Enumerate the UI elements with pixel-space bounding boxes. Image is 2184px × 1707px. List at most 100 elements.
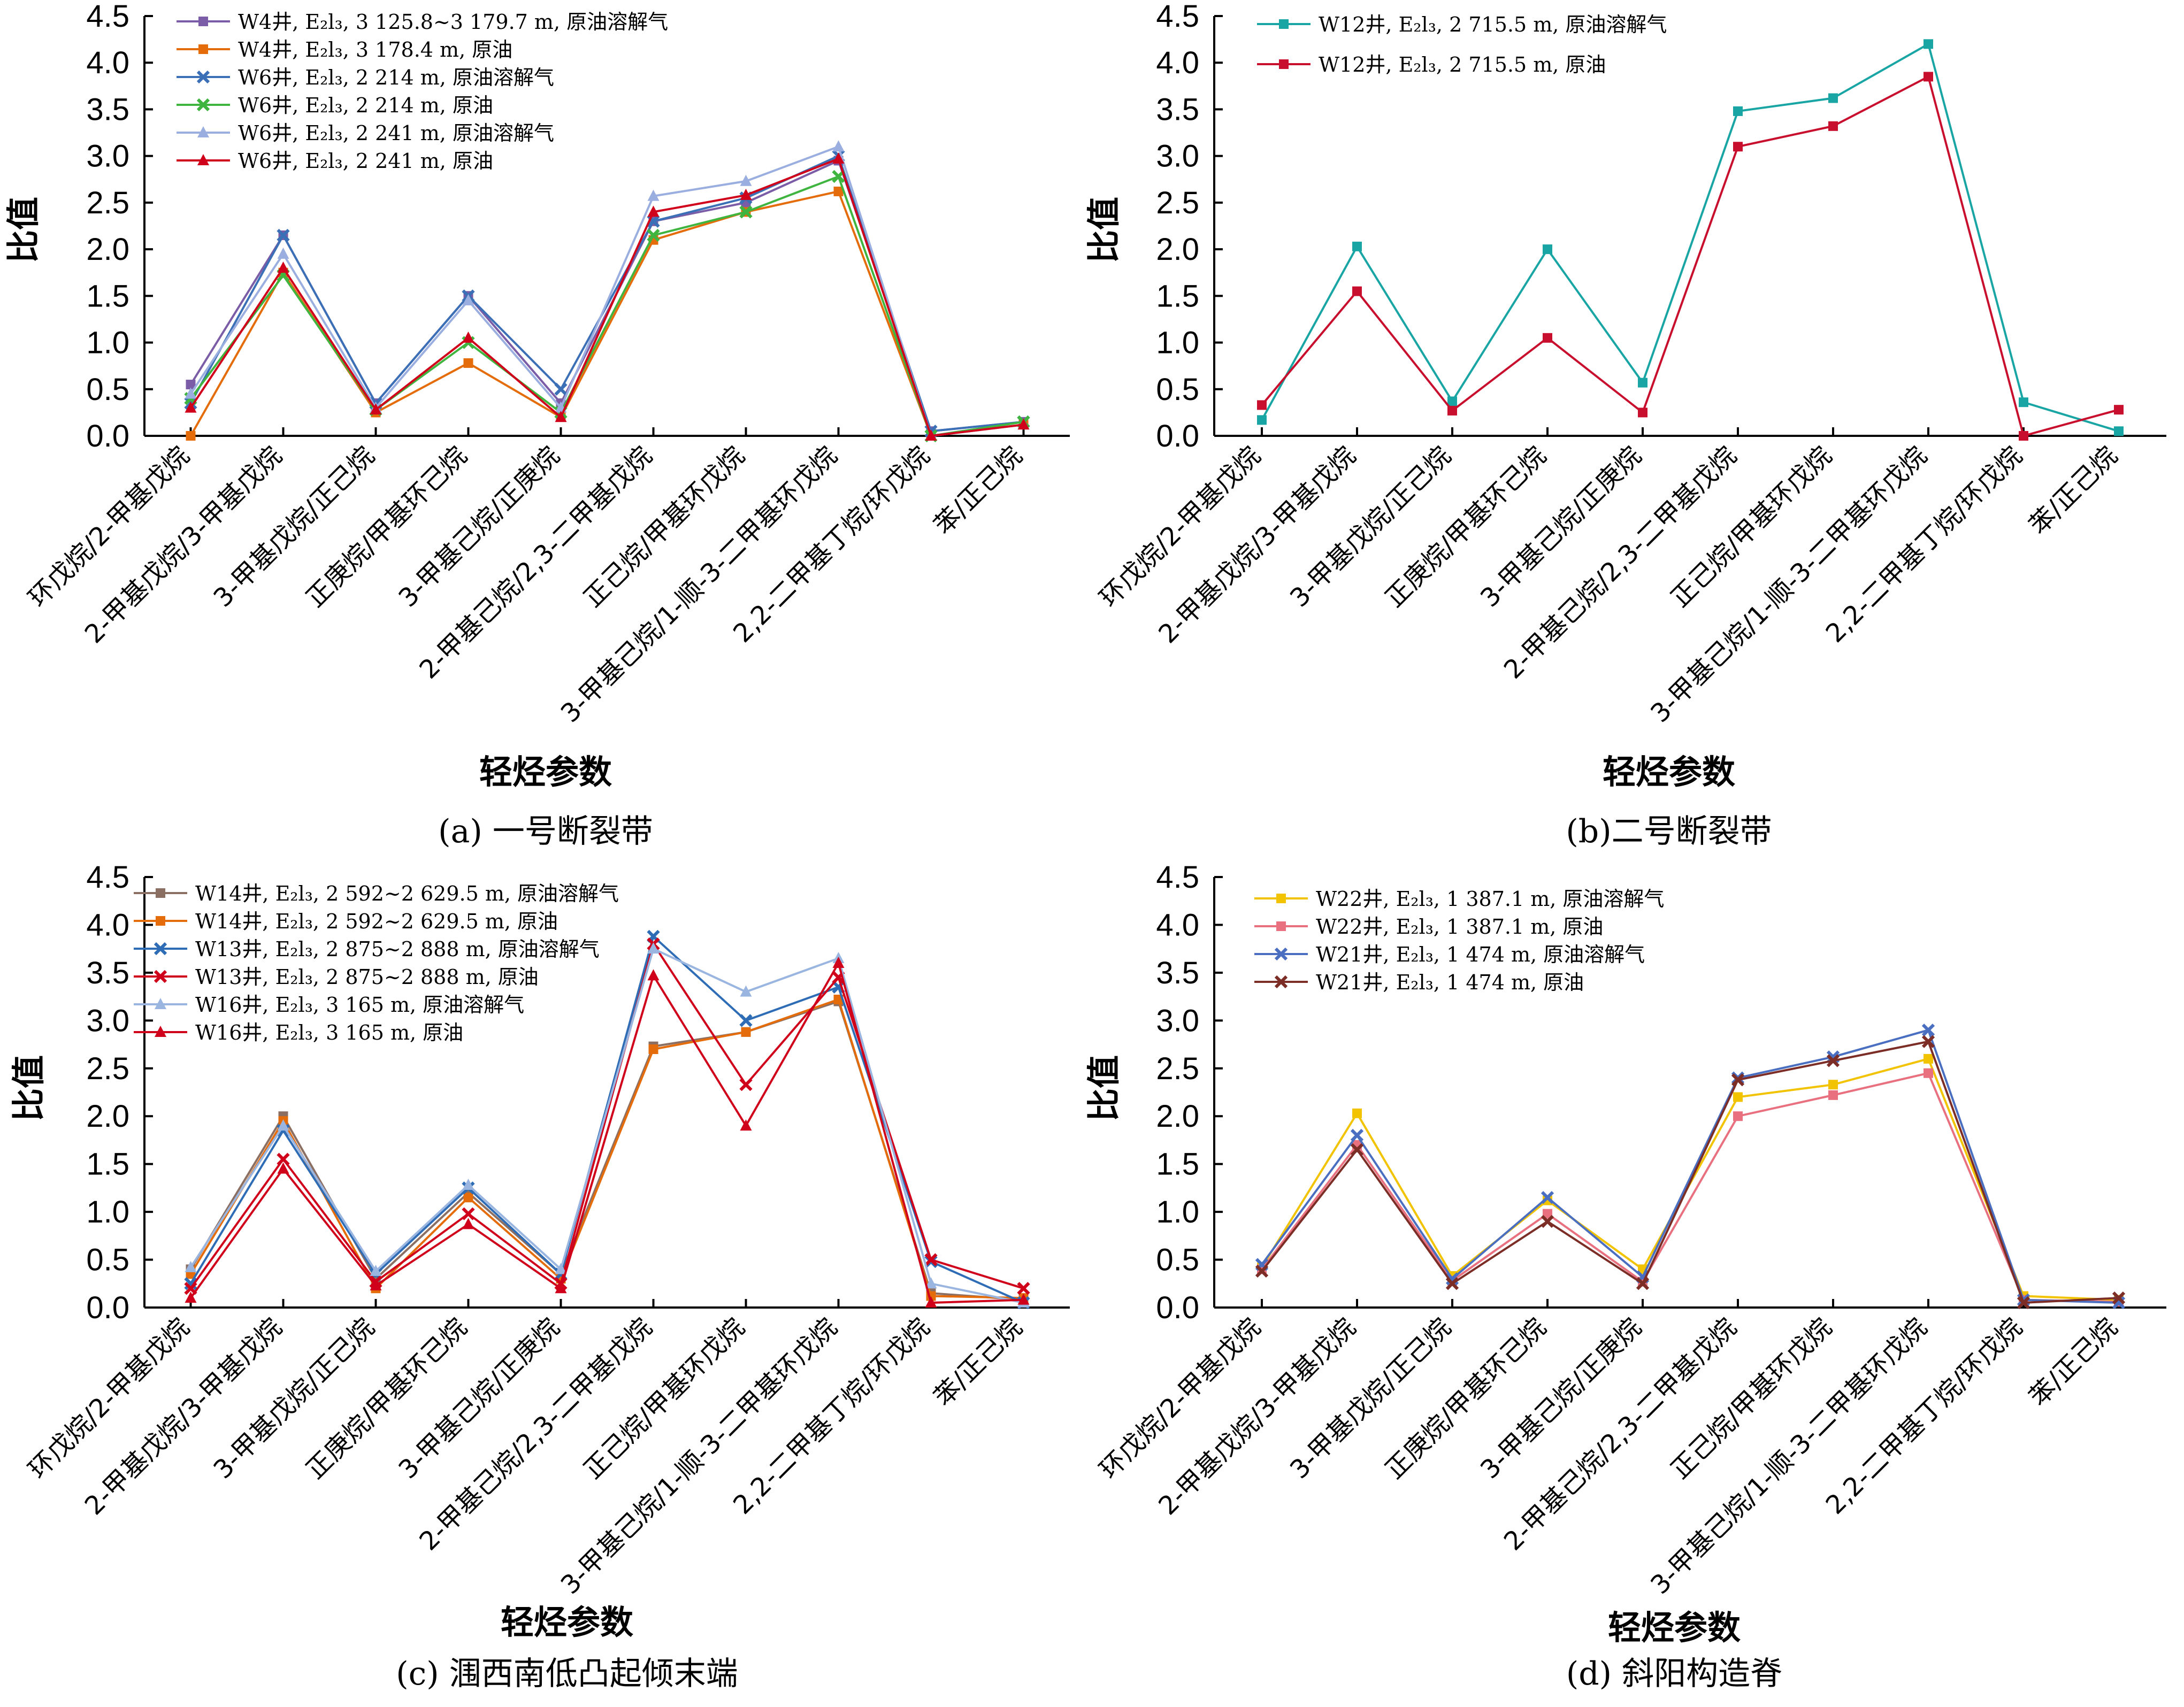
marker-square <box>1828 121 1838 131</box>
series-5 <box>185 152 1030 441</box>
series-line <box>1261 42 2119 433</box>
x-tick-label: 3-甲基戊烷/正己烷 <box>208 441 380 613</box>
x-tick-label: 3-甲基己烷/正庚烷 <box>393 441 565 613</box>
marker-triangle <box>155 998 166 1009</box>
panel-caption: (a) 一号断裂带 <box>438 813 653 850</box>
y-tick-label: 1.5 <box>1156 1147 1199 1182</box>
y-tick-label: 2.0 <box>86 232 129 267</box>
y-tick-label: 0.5 <box>86 372 129 407</box>
marker-triangle <box>155 1026 166 1037</box>
marker-x <box>1921 1024 1935 1037</box>
x-tick-label: 正己烷/甲基环戊烷 <box>578 1312 750 1485</box>
legend-item: W4井, E₂l₃, 3 125.8~3 179.7 m, 原油溶解气 <box>177 10 668 34</box>
marker-triangle <box>740 188 752 200</box>
legend-label: W6井, E₂l₃, 2 214 m, 原油溶解气 <box>238 66 554 89</box>
marker-triangle <box>555 1263 567 1274</box>
marker-square <box>463 358 473 368</box>
chart-panel-3: 0.0 0.5 1.0 1.5 2.0 2.5 3.0 3.5 4.0 4.5 环戊烷/2-甲基戊烷… <box>1084 860 2166 1693</box>
y-tick-label: 1.5 <box>1156 279 1199 313</box>
marker-square <box>1543 244 1552 255</box>
legend-label: W14井, E₂l₃, 2 592~2 629.5 m, 原油 <box>195 910 558 933</box>
legend-label: W13井, E₂l₃, 2 875~2 888 m, 原油溶解气 <box>195 937 600 961</box>
marker-square <box>1733 1092 1743 1102</box>
y-axis-title: 比值 <box>1084 1055 1123 1121</box>
marker-x <box>739 205 753 219</box>
series-line <box>189 934 1024 1304</box>
marker-x <box>154 942 167 956</box>
legend-item: W16井, E₂l₃, 3 165 m, 原油溶解气 <box>134 993 524 1017</box>
y-tick-label: 2.5 <box>1156 186 1199 220</box>
marker-square <box>1352 1108 1362 1118</box>
y-tick-label: 4.0 <box>1156 908 1199 942</box>
marker-square <box>1276 921 1286 931</box>
marker-x <box>739 1078 753 1091</box>
marker-square <box>1638 407 1647 418</box>
marker-square <box>198 17 208 26</box>
legend-label: W14井, E₂l₃, 2 592~2 629.5 m, 原油溶解气 <box>195 882 619 905</box>
marker-triangle <box>925 1296 937 1308</box>
x-tick-label: 苯/正己烷 <box>2024 441 2124 541</box>
legend-item: W6井, E₂l₃, 2 241 m, 原油溶解气 <box>177 121 554 145</box>
x-tick-label: 2-甲基戊烷/3-甲基戊烷 <box>1153 1312 1361 1521</box>
series-4 <box>185 140 1030 441</box>
y-tick-label: 1.0 <box>1156 1195 1199 1229</box>
legend-label: W16井, E₂l₃, 3 165 m, 原油溶解气 <box>195 993 524 1017</box>
legend-label: W12井, E₂l₃, 2 715.5 m, 原油 <box>1319 53 1606 76</box>
marker-x <box>462 1207 475 1220</box>
series-line <box>189 154 1024 433</box>
x-tick-label: 3-甲基己烷/正庚烷 <box>1475 1312 1647 1485</box>
marker-triangle <box>1017 418 1030 430</box>
y-tick-label: 0.0 <box>86 419 129 453</box>
legend-item: W22井, E₂l₃, 1 387.1 m, 原油溶解气 <box>1254 887 1664 911</box>
marker-triangle <box>740 174 752 186</box>
marker-x <box>154 970 167 983</box>
marker-triangle <box>740 1119 752 1131</box>
y-tick-label: 4.5 <box>1156 0 1199 34</box>
y-tick-label: 4.5 <box>86 860 129 895</box>
legend-item: W6井, E₂l₃, 2 214 m, 原油 <box>177 94 493 117</box>
marker-triangle <box>832 152 845 164</box>
x-axis-title: 轻烃参数 <box>1603 752 1735 791</box>
series-line <box>189 175 1024 437</box>
marker-triangle <box>832 957 845 968</box>
x-tick-label: 苯/正己烷 <box>928 441 1028 541</box>
x-tick-label: 正己烷/甲基环戊烷 <box>578 441 750 613</box>
marker-triangle <box>197 154 209 165</box>
marker-square <box>1257 400 1267 410</box>
x-tick-label: 苯/正己烷 <box>2024 1312 2124 1412</box>
marker-triangle <box>462 294 474 306</box>
marker-triangle <box>925 429 937 441</box>
marker-triangle <box>832 140 845 152</box>
x-tick-label: 正庚烷/甲基环己烷 <box>1380 1312 1552 1485</box>
legend-label: W6井, E₂l₃, 2 241 m, 原油 <box>238 149 493 173</box>
marker-square <box>1543 1209 1552 1219</box>
series-line <box>189 960 1024 1304</box>
y-tick-label: 4.0 <box>86 908 129 942</box>
y-tick-label: 2.5 <box>86 1051 129 1086</box>
legend-label: W4井, E₂l₃, 3 125.8~3 179.7 m, 原油溶解气 <box>238 10 668 34</box>
legend-label: W22井, E₂l₃, 1 387.1 m, 原油 <box>1316 915 1603 939</box>
legend-item: W14井, E₂l₃, 2 592~2 629.5 m, 原油溶解气 <box>134 882 619 905</box>
marker-triangle <box>1017 1293 1030 1305</box>
marker-square <box>156 916 165 926</box>
legend-label: W6井, E₂l₃, 2 214 m, 原油 <box>238 94 493 117</box>
y-tick-label: 3.5 <box>86 92 129 127</box>
marker-triangle <box>647 969 660 981</box>
series-0 <box>186 156 1029 436</box>
marker-square <box>1447 396 1457 406</box>
marker-triangle <box>185 1260 197 1272</box>
y-tick-label: 0.5 <box>1156 372 1199 407</box>
x-tick-label: 3-甲基己烷/正庚烷 <box>1475 441 1647 613</box>
y-tick-label: 2.5 <box>1156 1051 1199 1086</box>
marker-x <box>739 1014 753 1027</box>
series-0 <box>1257 39 2124 436</box>
x-tick-label: 2,2-二甲基丁烷/环戊烷 <box>1820 441 2028 649</box>
marker-square <box>1352 286 1362 296</box>
marker-triangle <box>647 205 660 217</box>
marker-triangle <box>370 1279 382 1290</box>
x-tick-label: 3-甲基戊烷/正己烷 <box>208 1312 380 1485</box>
series-line <box>189 947 1024 1304</box>
series-line <box>1261 1072 2119 1303</box>
marker-triangle <box>925 1277 937 1289</box>
